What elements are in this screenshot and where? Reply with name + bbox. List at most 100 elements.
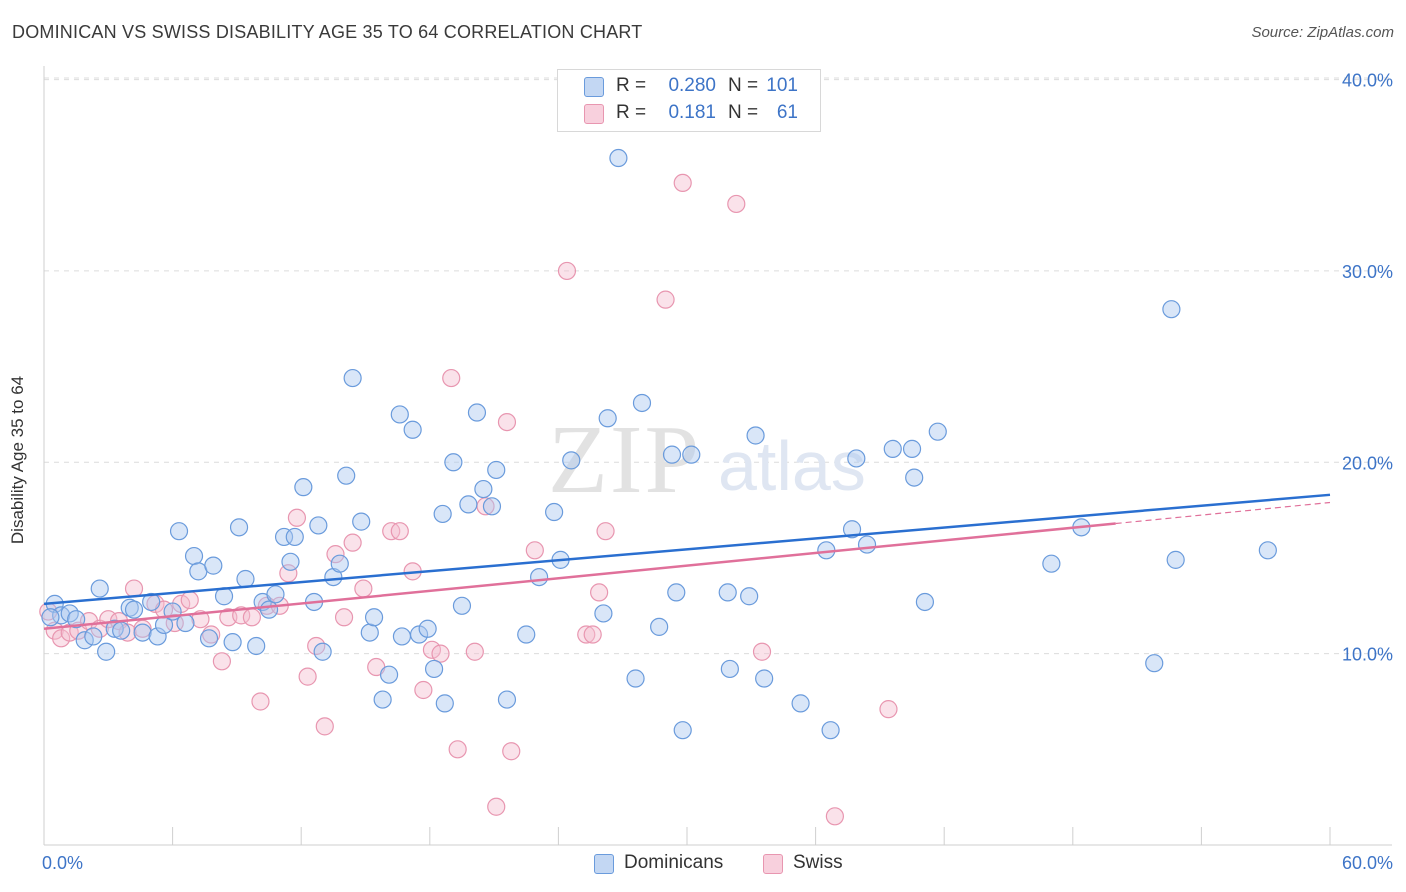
- legend-row-dominicans: R = 0.280 N = 101: [558, 74, 820, 100]
- dominican-point: [285, 527, 304, 547]
- swiss-point: [414, 680, 433, 700]
- watermark: ZIP atlas: [548, 406, 866, 514]
- dominican-point: [718, 583, 737, 602]
- dominican-point: [169, 522, 189, 541]
- dominican-point: [199, 629, 219, 648]
- swiss-point: [590, 583, 609, 602]
- swiss-point: [673, 173, 692, 193]
- dominican-point: [41, 608, 60, 627]
- dominican-point: [403, 420, 422, 439]
- dominican-point: [313, 642, 332, 661]
- dominican-point: [379, 665, 399, 684]
- dominican-point: [626, 669, 645, 688]
- legend-r-label: R =: [616, 75, 647, 96]
- swiss-point: [251, 692, 270, 711]
- y-tick-label: 10.0%: [1342, 645, 1393, 665]
- watermark-zip: ZIP: [548, 406, 701, 514]
- dominican-point: [667, 583, 686, 602]
- swiss-point: [442, 368, 461, 388]
- dominican-point: [740, 587, 759, 606]
- swiss-point: [326, 545, 345, 564]
- dominican-point: [433, 504, 452, 524]
- dominican-point: [755, 669, 774, 688]
- dominican-point: [673, 721, 692, 740]
- dominican-point: [474, 479, 493, 499]
- dominican-point: [142, 592, 161, 612]
- axes: [43, 66, 1392, 846]
- dominican-point: [90, 579, 109, 598]
- grid-lines: [44, 77, 1392, 655]
- dominican-point: [67, 610, 86, 629]
- swiss-point: [422, 640, 442, 659]
- dominican-point: [444, 453, 463, 472]
- dominican-point: [105, 619, 124, 638]
- swiss-point: [465, 642, 484, 661]
- swiss-point: [656, 290, 675, 309]
- dominican-swatch: [584, 77, 604, 97]
- dominican-point: [84, 627, 103, 646]
- swiss-point: [390, 522, 409, 541]
- dominican-point: [487, 460, 506, 480]
- dominican-point: [1258, 541, 1277, 560]
- dominican-point: [482, 497, 502, 516]
- dominican-point: [1042, 554, 1061, 573]
- dominican-point: [720, 659, 739, 679]
- dominican-point: [609, 148, 628, 168]
- swiss-point: [525, 541, 544, 560]
- dominican-swatch: [594, 854, 614, 874]
- dominican-point: [418, 619, 437, 638]
- legend-row-swiss: R = 0.181 N = 61: [558, 101, 820, 127]
- dominican-point: [343, 368, 362, 388]
- dominican-point: [928, 422, 947, 441]
- dominican-point: [184, 546, 204, 566]
- legend-n-label: N =: [728, 102, 759, 123]
- legend-r-value: 0.280: [668, 75, 716, 96]
- dominican-points: [41, 148, 1277, 740]
- y-tick-label: 30.0%: [1342, 262, 1393, 282]
- y-tick-label: 20.0%: [1342, 453, 1393, 473]
- dominican-point: [124, 600, 144, 619]
- dominican-point: [75, 631, 94, 650]
- swiss-trend-extension: [1115, 501, 1331, 525]
- dominican-point: [392, 627, 412, 646]
- swiss-points: [39, 173, 898, 826]
- dominican-point: [176, 613, 195, 633]
- legend-label-dominicans: Dominicans: [624, 852, 724, 873]
- dominican-point: [337, 466, 356, 485]
- swiss-point: [315, 717, 334, 736]
- dominican-point: [294, 478, 313, 497]
- swiss-point: [583, 625, 602, 644]
- correlation-legend: R = 0.280 N = 101 R = 0.181 N = 61: [557, 69, 821, 132]
- trend-lines: [43, 493, 1331, 631]
- dominican-point: [821, 721, 840, 740]
- legend-n-label: N =: [728, 75, 759, 96]
- dominican-point: [857, 535, 877, 554]
- swiss-point: [487, 797, 506, 816]
- dominican-trend-line: [43, 493, 1331, 606]
- dominican-point: [746, 426, 765, 445]
- swiss-point: [557, 261, 577, 281]
- dominican-point: [847, 449, 866, 468]
- dominican-point: [915, 592, 935, 612]
- dominican-point: [352, 512, 371, 531]
- swiss-point: [825, 807, 844, 826]
- dominican-point: [360, 623, 379, 642]
- swiss-point: [431, 644, 450, 663]
- swiss-point: [577, 625, 596, 644]
- swiss-point: [497, 412, 517, 432]
- dominican-point: [632, 393, 652, 413]
- dominican-point: [1162, 300, 1181, 319]
- dominican-point: [435, 694, 454, 713]
- dominican-point: [562, 451, 581, 470]
- dominican-point: [223, 633, 242, 652]
- dominican-point: [1166, 550, 1185, 569]
- legend-label-swiss: Swiss: [793, 852, 843, 873]
- legend-r-label: R =: [616, 102, 647, 123]
- dominican-point: [682, 445, 701, 464]
- dominican-point: [390, 405, 409, 424]
- dominican-point: [594, 604, 613, 623]
- swiss-point: [212, 652, 231, 671]
- dominican-point: [497, 690, 517, 709]
- watermark-atlas: atlas: [718, 427, 866, 505]
